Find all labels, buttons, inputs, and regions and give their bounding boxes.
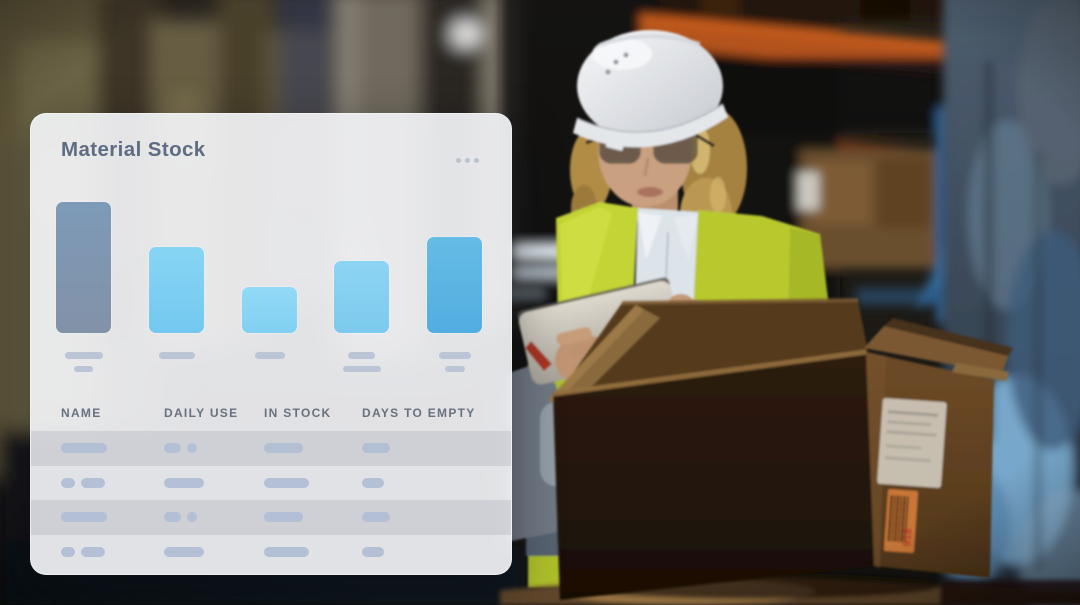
- cell-skeleton-pill: [362, 546, 384, 557]
- table-row: [31, 431, 511, 466]
- chart-bar: [242, 287, 297, 333]
- bar-label-skeleton: [74, 365, 93, 372]
- table-row: [31, 466, 511, 501]
- cell-skeleton-pill: [164, 443, 181, 453]
- table-row: [31, 500, 511, 535]
- cell-skeleton-pill: [187, 443, 197, 453]
- cell-skeleton-pill: [81, 477, 105, 488]
- card-title: Material Stock: [61, 138, 206, 161]
- bar-label-skeleton: [158, 352, 195, 359]
- material-stock-card: Material Stock NAME DAILY USE IN STOCK D…: [30, 113, 512, 575]
- ellipsis-menu-button[interactable]: [452, 154, 483, 167]
- bar-label-skeleton: [444, 365, 465, 372]
- column-header-in-stock: IN STOCK: [264, 406, 332, 420]
- cell-skeleton-pill: [187, 512, 197, 522]
- table-header-row: NAME DAILY USE IN STOCK DAYS TO EMPTY: [31, 406, 511, 422]
- column-header-daily-use: DAILY USE: [164, 406, 239, 420]
- bar-label-skeleton: [254, 352, 285, 359]
- chart-bar: [56, 202, 111, 333]
- ellipsis-icon: [456, 158, 461, 163]
- cell-skeleton-pill: [61, 443, 107, 453]
- bar-label-skeleton: [348, 352, 375, 359]
- column-header-days-to-empty: DAYS TO EMPTY: [362, 406, 476, 420]
- cell-skeleton-pill: [264, 477, 309, 488]
- ellipsis-icon: [474, 158, 479, 163]
- chart-bar: [334, 261, 389, 333]
- bar-label-skeleton: [64, 352, 103, 359]
- cell-skeleton-pill: [61, 512, 107, 522]
- table-row: [31, 535, 511, 570]
- cell-skeleton-pill: [164, 512, 181, 522]
- cell-skeleton-pill: [61, 546, 75, 557]
- column-header-name: NAME: [61, 406, 102, 420]
- cell-skeleton-pill: [164, 477, 204, 488]
- cell-skeleton-pill: [362, 477, 384, 488]
- cell-skeleton-pill: [164, 546, 204, 557]
- chart-bar: [149, 247, 204, 333]
- chart-bar: [427, 237, 482, 333]
- ellipsis-icon: [465, 158, 470, 163]
- cell-skeleton-pill: [362, 512, 390, 522]
- cell-skeleton-pill: [81, 546, 105, 557]
- cell-skeleton-pill: [264, 443, 303, 453]
- cell-skeleton-pill: [61, 477, 75, 488]
- cell-skeleton-pill: [264, 512, 303, 522]
- bar-label-skeleton: [342, 365, 381, 372]
- cell-skeleton-pill: [264, 546, 309, 557]
- bar-label-skeleton: [438, 352, 471, 359]
- cell-skeleton-pill: [362, 443, 390, 453]
